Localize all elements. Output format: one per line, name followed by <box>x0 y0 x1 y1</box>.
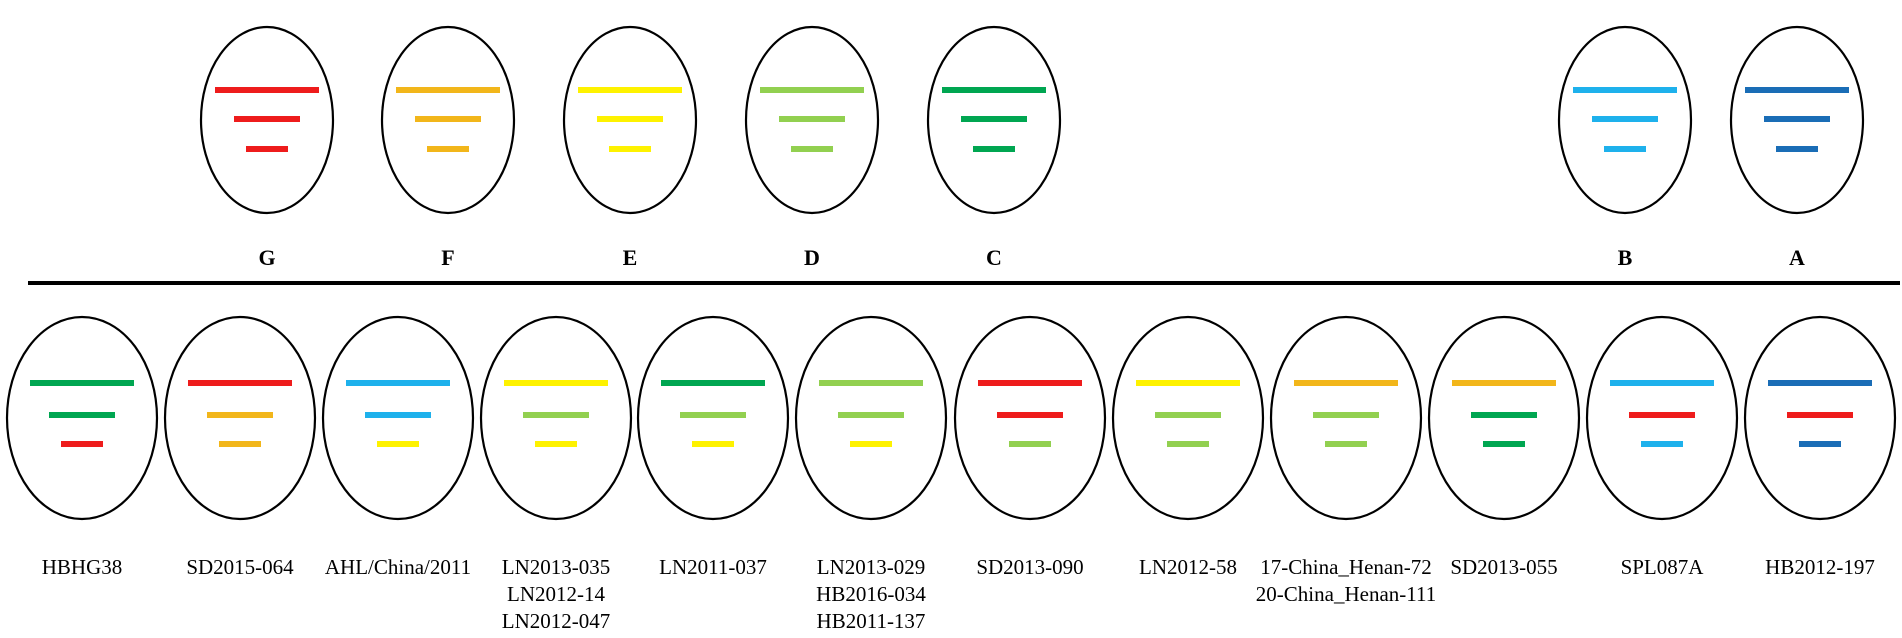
strain-2: SD2015-064 <box>163 315 317 579</box>
strain-name-label: HBHG38 <box>42 555 123 579</box>
strain-7: SD2013-090 <box>953 315 1107 579</box>
strain-5: LN2011-037 <box>636 315 790 579</box>
strain-8: LN2012-58 <box>1111 315 1265 579</box>
strain-name-label: LN2013-029 <box>817 555 926 579</box>
strain-1: HBHG38 <box>5 315 159 579</box>
strain-6: LN2013-029 HB2016-034 HB2011-137 <box>794 315 948 633</box>
strain-name-label: HB2012-197 <box>1765 555 1875 579</box>
strain-name-label: 17-China_Henan-72 <box>1260 555 1431 579</box>
genotype-d: D <box>744 25 880 270</box>
strain-9: 17-China_Henan-72 20-China_Henan-111 <box>1256 315 1436 606</box>
strain-name-label: SD2013-090 <box>976 555 1083 579</box>
strain-11: SPL087A <box>1585 315 1739 579</box>
strain-name-label: LN2013-035 <box>502 555 611 579</box>
genotype-g: G <box>199 25 335 270</box>
strain-10: SD2013-055 <box>1427 315 1581 579</box>
genotype-label: F <box>441 245 454 270</box>
genotype-f: F <box>380 25 516 270</box>
genotype-c: C <box>926 25 1062 270</box>
strain-4: LN2013-035 LN2012-14 LN2012-047 <box>479 315 633 633</box>
genotype-label: B <box>1618 245 1633 270</box>
genotype-b: B <box>1557 25 1693 270</box>
strain-name-label: LN2011-037 <box>659 555 767 579</box>
genotype-e: E <box>562 25 698 270</box>
strain-name-label: 20-China_Henan-111 <box>1256 582 1436 606</box>
strain-12: HB2012-197 <box>1743 315 1897 579</box>
strain-name-label: SD2013-055 <box>1450 555 1557 579</box>
strain-name-label: LN2012-14 <box>507 582 605 606</box>
strain-name-label: HB2011-137 <box>817 609 926 633</box>
strain-genotypes-row: HBHG38 SD2015-064 AHL/China/2011 LN2013-035… <box>5 315 1897 633</box>
strain-name-label: HB2016-034 <box>816 582 926 606</box>
strain-name-label: SPL087A <box>1621 555 1705 579</box>
genotype-label: E <box>623 245 638 270</box>
genotype-label: C <box>986 245 1002 270</box>
genotype-a: A <box>1729 25 1865 270</box>
genotype-label: A <box>1789 245 1805 270</box>
strain-3: AHL/China/2011 <box>321 315 475 579</box>
genotype-label: D <box>804 245 820 270</box>
strain-name-label: LN2012-58 <box>1139 555 1237 579</box>
strain-name-label: LN2012-047 <box>502 609 611 633</box>
genotype-label: G <box>258 245 275 270</box>
strain-name-label: AHL/China/2011 <box>325 555 471 579</box>
strain-name-label: SD2015-064 <box>186 555 294 579</box>
